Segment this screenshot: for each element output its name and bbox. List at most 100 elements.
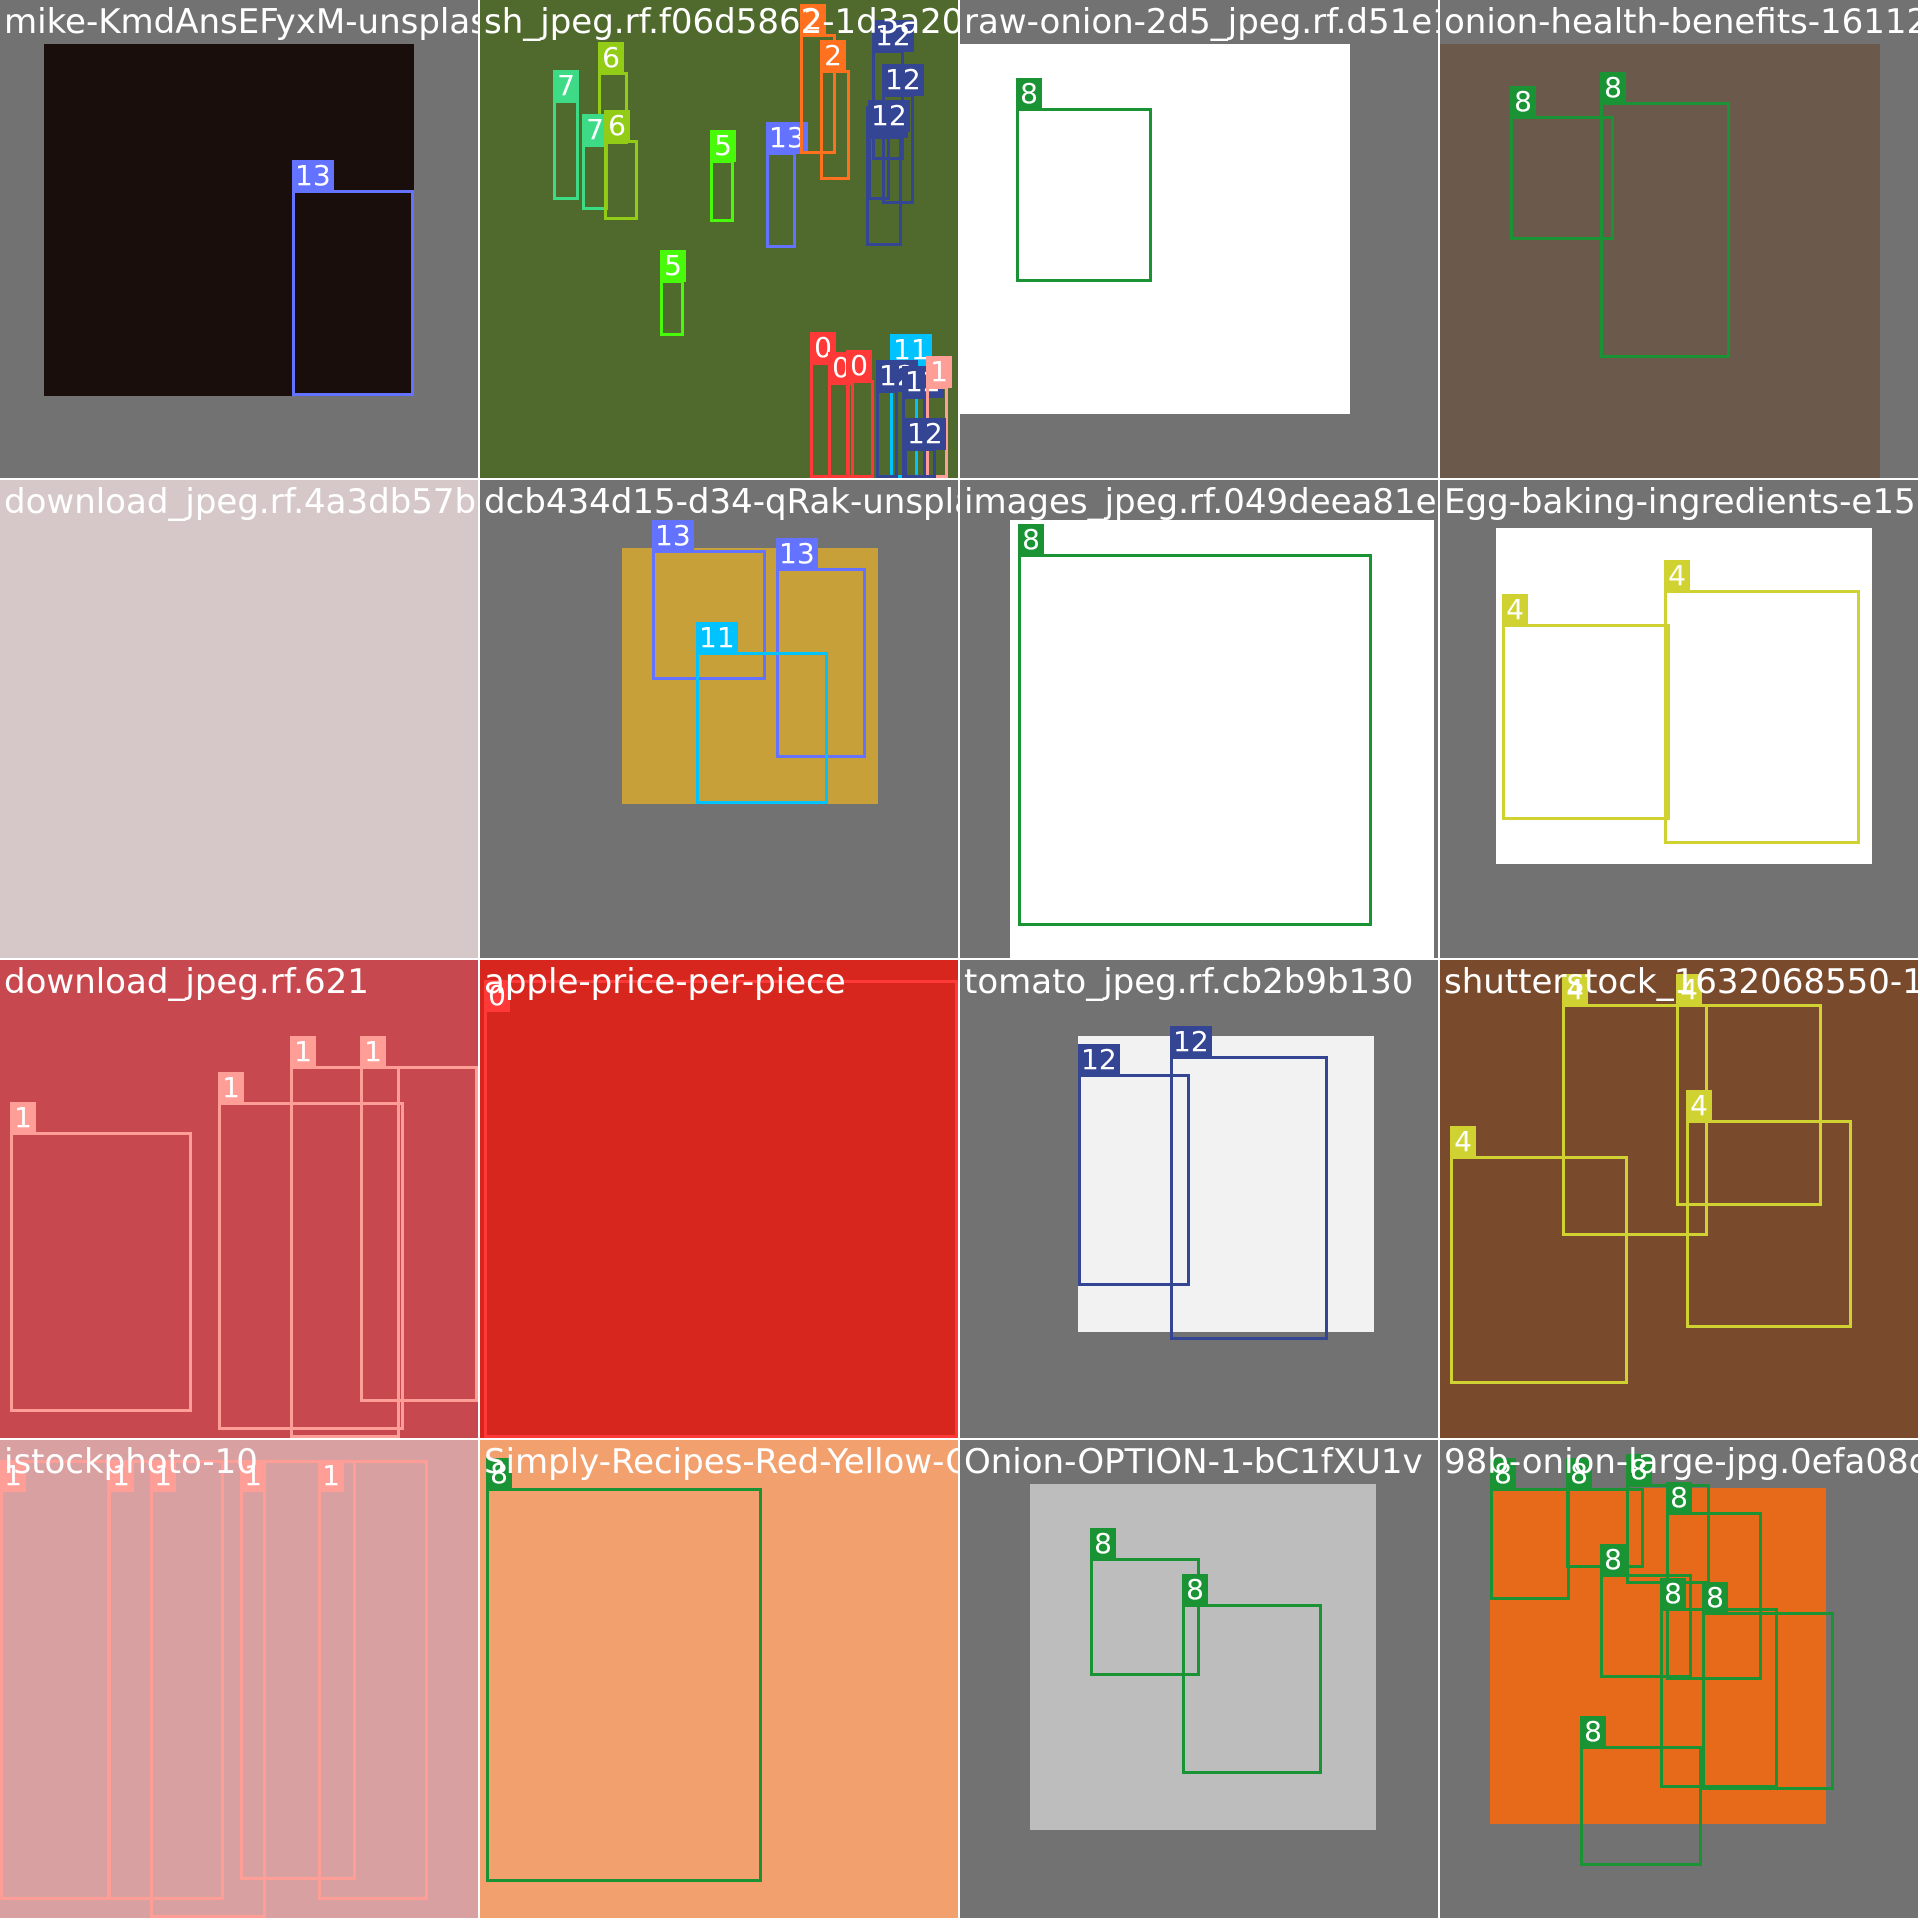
box-class-label: 13 <box>652 520 694 552</box>
tile-photo <box>1440 960 1918 1438</box>
tile: download_jpeg.rf.621 1 1 1 1 <box>0 960 478 1438</box>
tile-filename: download_jpeg.rf.621 <box>4 962 369 1002</box>
bounding-box: 12 <box>868 100 910 200</box>
bounding-box: 8 <box>1702 1582 1834 1790</box>
box-class-label: 1 <box>218 1072 244 1104</box>
box-class-label: 12 <box>882 64 924 96</box>
box-class-label: 13 <box>292 160 334 192</box>
tile: Onion-OPTION-1-bC1fXU1v 8 8 <box>960 1440 1438 1918</box>
box-class-label: 8 <box>1660 1578 1686 1610</box>
box-class-label: 5 <box>660 250 686 282</box>
bounding-box: 5 <box>710 130 736 222</box>
bounding-box: 4 <box>1686 1090 1852 1328</box>
bounding-box: 2 <box>820 40 850 180</box>
tile: dcb434d15-d34-qRak-unsplash131311 <box>480 480 958 958</box>
bounding-box: 7 <box>553 70 579 200</box>
box-class-label: 1 <box>926 356 952 388</box>
box-class-label: 1 <box>150 1460 176 1492</box>
box-class-label: 8 <box>1600 72 1626 104</box>
box-class-label: 4 <box>1664 560 1690 592</box>
tile-filename: mike-KmdAnsEFyxM-unsplash_jpeg.rf.0 <box>4 2 478 42</box>
tile: mike-KmdAnsEFyxM-unsplash_jpeg.rf.0 13 <box>0 0 478 478</box>
box-class-label: 12 <box>868 100 910 132</box>
tile-filename: shutterstock_1632068550-1 <box>1444 962 1918 1002</box>
box-class-label: 2 <box>800 4 826 36</box>
tile-filename: onion-health-benefits-16112 <box>1444 2 1918 42</box>
bounding-box: 13 <box>292 160 414 396</box>
bounding-box: 12 <box>876 360 918 478</box>
tile: sh_jpeg.rf.f06d5862-1d3a20 6 7 7 6 5 5 13 2 2 12 12… <box>480 0 958 478</box>
bounding-box: 8 <box>1018 524 1372 926</box>
bounding-box: 1 <box>0 1460 110 1900</box>
bounding-box: 11 <box>696 622 828 804</box>
tile-filename: Simply-Recipes-Red-Yellow-Onion <box>484 1442 958 1482</box>
tile: raw-onion-2d5_jpeg.rf.d51e14 8 <box>960 0 1438 478</box>
box-class-label: 4 <box>1450 1126 1476 1158</box>
bounding-box: 8 <box>1580 1716 1702 1866</box>
box-class-label: 12 <box>904 418 946 450</box>
bounding-box: 5 <box>660 250 686 336</box>
bounding-box: 12 <box>882 64 924 204</box>
bounding-box: 0 <box>846 350 874 478</box>
tile: download_jpeg.rf.4a3db57b1111 <box>0 480 478 958</box>
tile: onion-health-benefits-16112 8 8 <box>1440 0 1918 478</box>
box-class-label: 8 <box>1510 86 1536 118</box>
tile-photo <box>480 960 958 1438</box>
bounding-box: 12 <box>904 418 946 478</box>
box-class-label: 4 <box>1502 594 1528 626</box>
tile: 98b-onion-large-jpg.0efa08d9988888888 <box>1440 1440 1918 1918</box>
box-class-label: 1 <box>290 1036 316 1068</box>
bounding-box: 8 <box>486 1458 762 1882</box>
tile-photo <box>622 548 878 804</box>
bounding-box: 1 <box>360 1036 478 1402</box>
box-class-label: 12 <box>1170 1026 1212 1058</box>
box-class-label: 7 <box>553 70 579 102</box>
tile: istockphoto-10 1 1 1 1 1 <box>0 1440 478 1918</box>
box-class-label: 0 <box>846 350 872 382</box>
box-class-label: 4 <box>1676 974 1702 1006</box>
box-class-label: 8 <box>1600 1544 1626 1576</box>
bounding-box: 13 <box>776 538 866 758</box>
box-class-label: 8 <box>1626 1454 1652 1486</box>
tile: tomato_jpeg.rf.cb2b9b130 12 12 <box>960 960 1438 1438</box>
bounding-box: 0 <box>828 352 854 478</box>
tile-photo <box>1490 1488 1826 1824</box>
box-class-label: 8 <box>1666 1482 1692 1514</box>
box-class-label: 8 <box>1566 1458 1592 1490</box>
bounding-box: 8 <box>1016 78 1152 282</box>
bounding-box: 8 <box>1600 1544 1692 1678</box>
box-class-label: 1 <box>108 1460 134 1492</box>
box-class-label: 8 <box>1490 1458 1516 1490</box>
tile-filename: download_jpeg.rf.4a3db57b <box>4 482 477 522</box>
bounding-box: 1 <box>10 1102 192 1412</box>
tile-filename: Egg-baking-ingredients-e15 <box>1444 482 1916 522</box>
bounding-box: 1 <box>318 1460 428 1900</box>
box-class-label: 8 <box>486 1458 512 1490</box>
bounding-box: 13 <box>652 520 766 680</box>
box-class-label: 8 <box>1580 1716 1606 1748</box>
bounding-box: 1 <box>290 1036 400 1438</box>
box-class-label: 1 <box>318 1460 344 1492</box>
box-class-label: 1 <box>240 1460 266 1492</box>
box-class-label: 0 <box>484 980 510 1012</box>
box-class-label: 8 <box>1016 78 1042 110</box>
bounding-box: 12 <box>1078 1044 1190 1286</box>
bounding-box: 6 <box>604 110 638 220</box>
tile-filename: 98b-onion-large-jpg.0efa08d99 <box>1444 1442 1918 1482</box>
tile-filename: sh_jpeg.rf.f06d5862-1d3a20 <box>484 2 958 42</box>
box-class-label: 6 <box>604 110 630 142</box>
box-class-label: 12 <box>1078 1044 1120 1076</box>
tile-photo <box>1078 1036 1374 1332</box>
box-class-label: 7 <box>582 114 608 146</box>
box-class-label: 4 <box>1562 974 1588 1006</box>
tile-photo <box>0 480 478 958</box>
tile-photo <box>1010 520 1434 958</box>
bounding-box: 4 <box>1664 560 1860 844</box>
bounding-box: 8 <box>1660 1578 1778 1788</box>
box-class-label: 8 <box>1090 1528 1116 1560</box>
bounding-box: 6 <box>598 42 628 144</box>
tile-filename: Onion-OPTION-1-bC1fXU1v <box>964 1442 1423 1482</box>
box-class-label: 13 <box>776 538 818 570</box>
tile-filename: tomato_jpeg.rf.cb2b9b130 <box>964 962 1414 1002</box>
